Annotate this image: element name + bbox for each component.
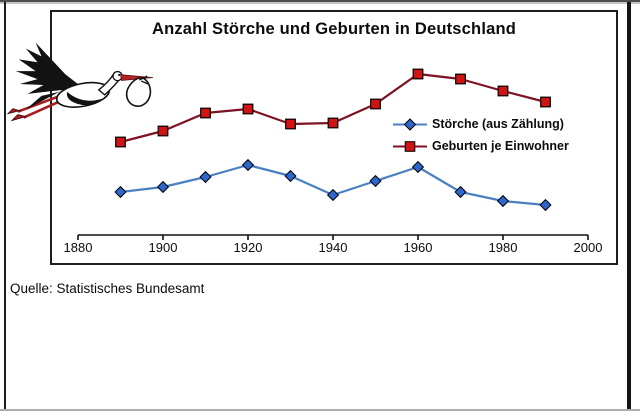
legend-item-stoerche: Störche (aus Zählung) [392, 113, 569, 135]
stork-illustration [6, 42, 154, 122]
outer-frame-left [4, 2, 6, 410]
outer-frame-top-shadow [0, 2, 640, 4]
legend-label-geburten: Geburten je Einwohner [432, 139, 569, 153]
legend-square-marker-icon [393, 140, 427, 152]
chart-legend: Störche (aus Zählung) Geburten je Einwoh… [392, 113, 569, 157]
outer-frame-right [627, 2, 631, 410]
source-note: Quelle: Statistisches Bundesamt [10, 281, 205, 296]
stork-eye [118, 73, 121, 77]
stork-feet [6, 108, 28, 122]
legend-diamond-marker-icon [393, 117, 427, 131]
outer-frame-top [0, 0, 640, 2]
stork-lower-wing [66, 91, 105, 106]
baby-bundle [125, 77, 152, 107]
legend-label-stoerche: Störche (aus Zählung) [432, 117, 564, 131]
outer-frame-bottom [0, 409, 640, 411]
chart-title: Anzahl Störche und Geburten in Deutschla… [151, 20, 517, 38]
stork-legs [17, 94, 64, 119]
stork-wing [15, 42, 83, 94]
legend-item-geburten: Geburten je Einwohner [392, 135, 569, 157]
bundle-knot [138, 75, 149, 85]
